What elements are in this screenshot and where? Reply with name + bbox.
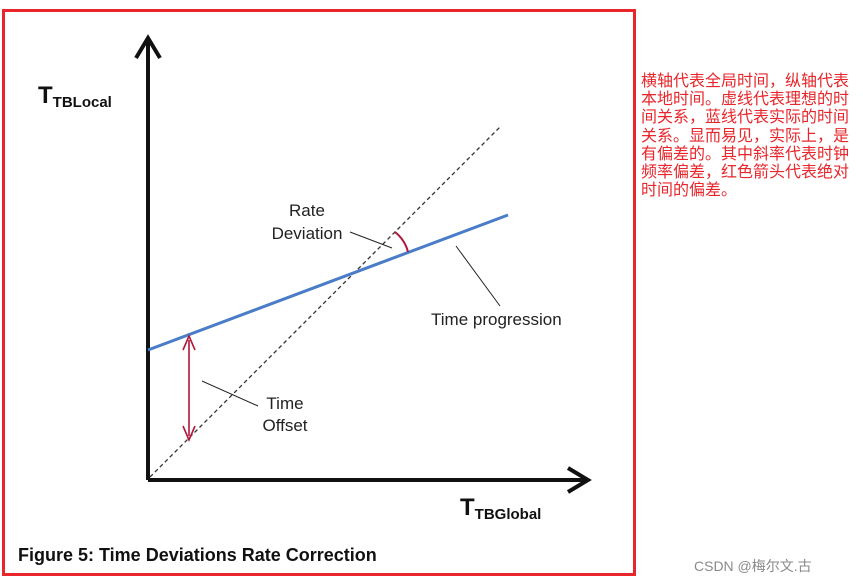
rate-deviation-arc: [394, 231, 409, 253]
rate-deviation-leader: [349, 231, 393, 249]
figure-caption: Figure 5: Time Deviations Rate Correctio…: [18, 545, 377, 565]
figure-frame: [2, 9, 636, 576]
time-offset-label-line2: Offset: [262, 416, 307, 435]
y-axis-arrowhead: [134, 34, 162, 60]
time-offset-leader: [201, 380, 259, 407]
rate-deviation-label-line2: Deviation: [272, 224, 343, 243]
side-note: 横轴代表全局时间，纵轴代表本地时间。虚线代表理想的时间关系，蓝线代表实际的时间关…: [641, 71, 850, 200]
rate-deviation-label-line1: Rate: [289, 201, 325, 220]
x-axis-title: TTBGlobal: [460, 494, 541, 523]
time-progression-leader: [455, 245, 501, 307]
ideal-time-line: [149, 126, 501, 478]
x-axis-subscript: TBGlobal: [475, 506, 542, 523]
y-axis-title: TTBLocal: [38, 82, 112, 111]
time-deviation-diagram: TTBLocal TTBGlobal Rate Deviation Time p…: [38, 34, 592, 523]
time-offset-label-line1: Time: [266, 394, 303, 413]
time-progression-line: [147, 213, 509, 352]
x-axis-arrowhead: [566, 466, 592, 494]
time-offset-arrowhead-bottom: [182, 425, 196, 443]
time-offset-arrowhead-top: [182, 333, 196, 351]
y-axis-subscript: TBLocal: [53, 94, 112, 111]
time-progression-label: Time progression: [431, 310, 562, 329]
watermark: CSDN @梅尔文.古: [694, 558, 812, 574]
